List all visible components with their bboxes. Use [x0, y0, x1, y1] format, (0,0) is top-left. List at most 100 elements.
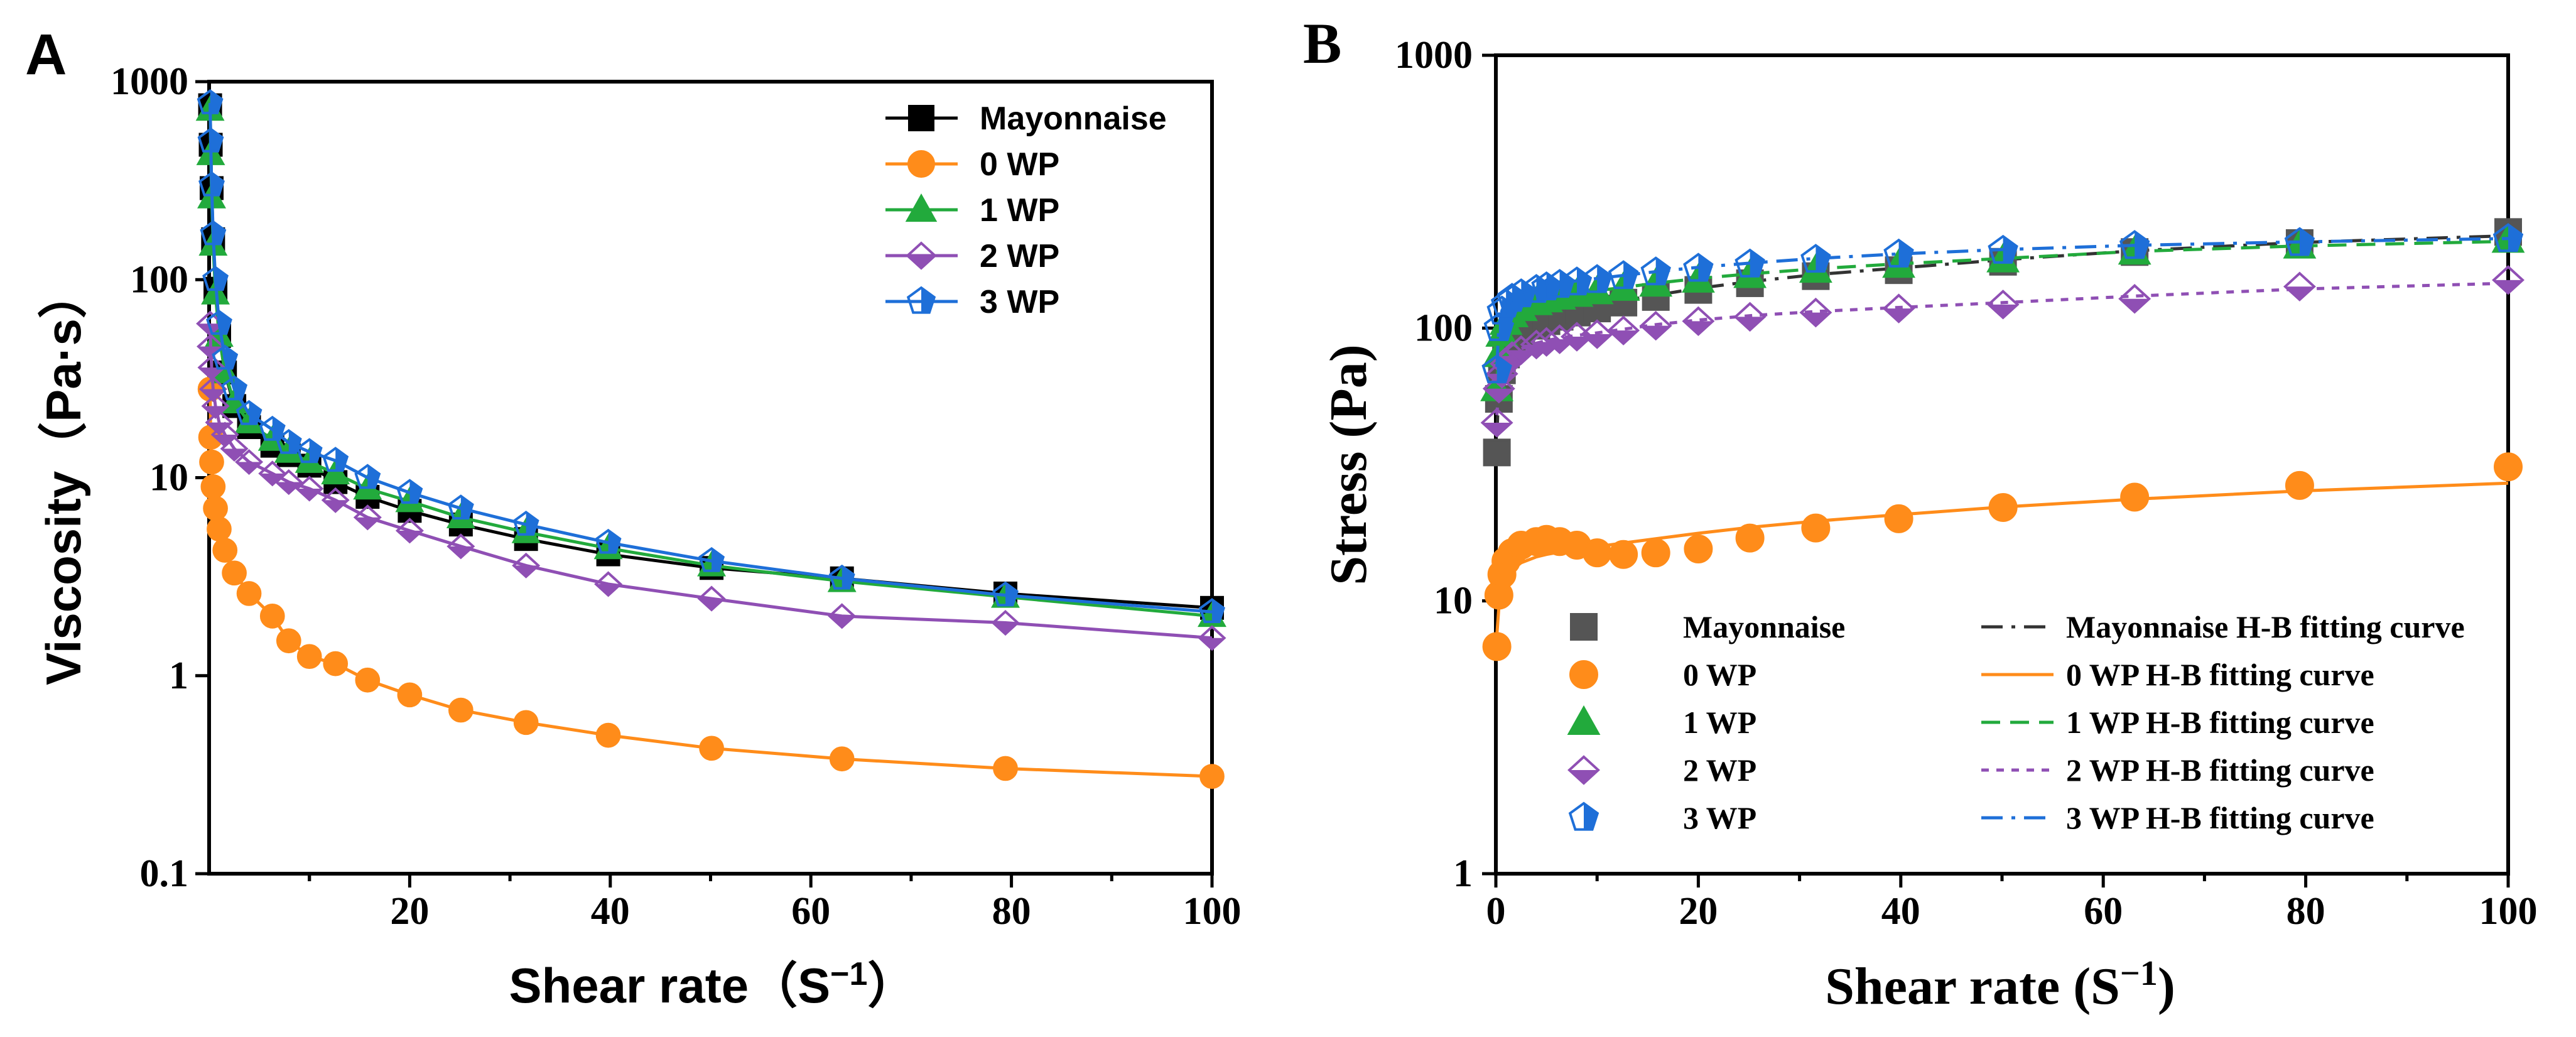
data-point	[322, 447, 349, 472]
panel-b-x-axis-title-superscript: −1	[2120, 954, 2158, 993]
panel-b-x-axis-title: Shear rate (S−1)	[1825, 954, 2175, 1016]
data-point	[397, 682, 423, 708]
data-point	[212, 538, 238, 563]
data-point	[321, 487, 350, 513]
data-point	[2119, 230, 2150, 259]
data-point	[222, 560, 247, 586]
legend-marker	[1567, 755, 1600, 785]
legend-fit-label: 2 WP H-B fitting curve	[2066, 752, 2374, 788]
panel-a: A 20 40 60 80 100 0.1 1 10 100 1000 Mayonnaise 0 W…	[25, 23, 1242, 1013]
data-point	[235, 399, 262, 425]
data-point	[2494, 452, 2523, 482]
series-line	[208, 105, 1213, 610]
data-point	[829, 746, 855, 772]
data-point	[321, 459, 350, 485]
data-point	[595, 528, 622, 554]
data-point	[1988, 234, 2018, 264]
legend-label: Mayonnaise	[980, 100, 1167, 137]
y-tick-label: 100	[1414, 307, 1473, 349]
series-line	[208, 109, 1213, 618]
data-point	[1481, 354, 1512, 384]
legend-label: 1 WP	[1683, 705, 1756, 740]
data-point	[1608, 260, 1639, 290]
panel-b-y-axis-title: Stress (Pa)	[1319, 344, 1378, 585]
legend-marker	[1570, 613, 1598, 641]
data-point	[1799, 297, 1832, 328]
data-point	[1800, 244, 1831, 273]
x-tick-label: 100	[2479, 890, 2538, 933]
x-tick-label: 20	[1679, 890, 1718, 933]
data-point	[212, 344, 239, 370]
data-point	[1733, 301, 1767, 332]
data-point	[1683, 252, 1714, 282]
panel-a-y-axis-title: Viscosity（Pa·s）	[36, 269, 91, 685]
legend-marker	[905, 193, 938, 222]
series-line	[208, 389, 1213, 778]
panel-b-ticks: 0 20 40 60 80 100 1 10 100 1000	[1395, 34, 2538, 933]
legend-marker	[908, 105, 934, 131]
data-point	[447, 494, 474, 520]
x-tick-label: 80	[2286, 890, 2325, 933]
data-point	[198, 376, 227, 403]
series-line	[208, 323, 1213, 640]
fit-curve	[1495, 281, 2509, 415]
data-point	[206, 310, 232, 335]
series-1-wp	[195, 95, 1226, 627]
x-tick-label: 80	[992, 890, 1031, 933]
panel-b-x-axis-title-text: Shear rate (S	[1825, 957, 2120, 1016]
data-point	[512, 552, 541, 578]
y-tick-label: 10	[149, 457, 188, 499]
panel-a-legend: Mayonnaise 0 WP 1 WP 2 WP 3 WP	[885, 100, 1167, 320]
panel-a-x-axis-title-text: Shear rate（S	[509, 958, 831, 1013]
data-point	[353, 504, 382, 531]
data-point	[1199, 764, 1225, 789]
data-point	[828, 564, 855, 590]
legend-label: 0 WP	[980, 146, 1059, 183]
legend-label: Mayonnaise	[1683, 609, 1845, 644]
series-line	[208, 102, 1213, 614]
legend-label: 3 WP	[1683, 800, 1756, 835]
panel-a-x-axis-title-close: ）	[867, 958, 916, 1013]
y-tick-label: 10	[1434, 580, 1473, 622]
data-point	[991, 609, 1020, 636]
data-point	[2118, 284, 2151, 314]
data-point	[2283, 271, 2316, 301]
data-point	[200, 474, 226, 499]
data-point	[202, 266, 229, 291]
data-point	[221, 375, 248, 401]
data-point	[203, 496, 228, 521]
data-point	[296, 644, 322, 670]
data-point	[1640, 256, 1671, 286]
legend-label: 1 WP	[980, 192, 1059, 229]
data-point	[1609, 540, 1638, 569]
data-point	[396, 479, 423, 504]
legend-fit-label: 3 WP H-B fitting curve	[2066, 800, 2374, 835]
data-point	[1734, 248, 1765, 278]
data-point	[1986, 290, 2020, 320]
data-point	[236, 581, 262, 606]
data-point	[197, 89, 224, 114]
panel-a-label: A	[25, 23, 67, 87]
y-tick-label: 100	[130, 258, 188, 301]
panel-b-x-axis-title-close: )	[2158, 957, 2175, 1016]
data-point	[200, 220, 227, 246]
data-point	[198, 171, 225, 197]
x-tick-label: 20	[390, 890, 429, 933]
series-2-wp	[1480, 265, 2525, 438]
data-point	[1607, 315, 1640, 345]
series-0-wp	[197, 376, 1225, 789]
x-tick-label: 40	[1881, 890, 1920, 933]
data-point	[201, 393, 230, 420]
legend-label: 2 WP	[980, 238, 1059, 274]
y-tick-label: 1	[169, 654, 188, 697]
legend-label: 2 WP	[1683, 752, 1756, 788]
data-point	[697, 585, 726, 612]
data-point	[2492, 223, 2524, 252]
data-point	[1506, 278, 1537, 308]
y-tick-label: 0.1	[140, 852, 189, 895]
legend-marker	[1568, 801, 1599, 831]
data-point	[2492, 265, 2525, 295]
legend-fit-label: 0 WP H-B fitting curve	[2066, 657, 2374, 692]
